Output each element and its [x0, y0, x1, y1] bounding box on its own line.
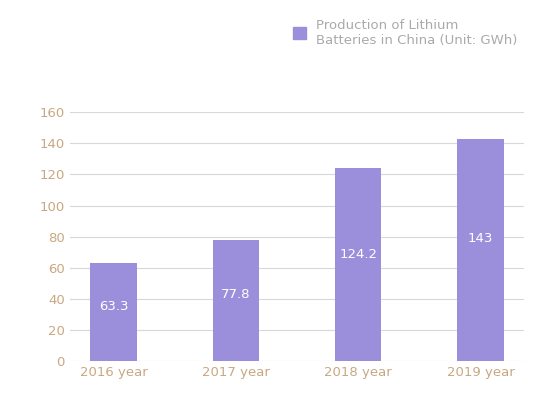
- Text: 124.2: 124.2: [339, 248, 377, 261]
- Bar: [90, 263, 137, 361]
- Text: 143: 143: [468, 232, 493, 245]
- Bar: [457, 139, 503, 361]
- Bar: [335, 168, 381, 361]
- Text: 63.3: 63.3: [99, 300, 128, 313]
- Legend: Production of Lithium
Batteries in China (Unit: GWh): Production of Lithium Batteries in China…: [293, 18, 518, 47]
- Bar: [212, 240, 259, 361]
- Text: 77.8: 77.8: [221, 288, 250, 301]
